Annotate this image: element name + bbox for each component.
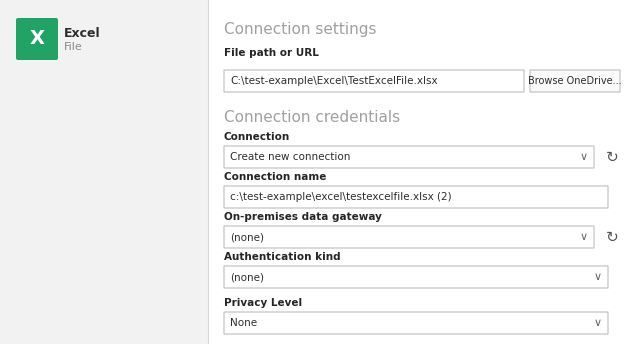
FancyBboxPatch shape — [224, 312, 608, 334]
FancyBboxPatch shape — [224, 70, 524, 92]
Text: ∨: ∨ — [580, 232, 588, 242]
Text: None: None — [230, 318, 257, 328]
Text: File path or URL: File path or URL — [224, 48, 319, 58]
FancyBboxPatch shape — [530, 70, 620, 92]
Text: Browse OneDrive...: Browse OneDrive... — [528, 76, 622, 86]
Text: ∨: ∨ — [594, 318, 602, 328]
Text: Connection: Connection — [224, 132, 290, 142]
Text: Authentication kind: Authentication kind — [224, 252, 341, 262]
Text: Privacy Level: Privacy Level — [224, 298, 302, 308]
FancyBboxPatch shape — [224, 226, 594, 248]
Text: ∨: ∨ — [580, 152, 588, 162]
Text: (none): (none) — [230, 232, 264, 242]
Text: X: X — [29, 30, 44, 49]
Text: Connection credentials: Connection credentials — [224, 110, 400, 125]
FancyBboxPatch shape — [16, 18, 58, 60]
Text: Excel: Excel — [64, 27, 100, 40]
Text: File: File — [64, 42, 83, 52]
Text: c:\test-example\excel\testexcelfile.xlsx (2): c:\test-example\excel\testexcelfile.xlsx… — [230, 192, 452, 202]
Text: On-premises data gateway: On-premises data gateway — [224, 212, 382, 222]
Text: Create new connection: Create new connection — [230, 152, 350, 162]
Text: ∨: ∨ — [594, 272, 602, 282]
FancyBboxPatch shape — [224, 266, 608, 288]
Text: Connection name: Connection name — [224, 172, 326, 182]
FancyBboxPatch shape — [224, 146, 594, 168]
Bar — [0, 0, 208, 344]
Text: ↻: ↻ — [606, 150, 618, 164]
FancyBboxPatch shape — [224, 186, 608, 208]
Text: Connection settings: Connection settings — [224, 22, 376, 37]
Text: (none): (none) — [230, 272, 264, 282]
Text: C:\test-example\Excel\TestExcelFile.xlsx: C:\test-example\Excel\TestExcelFile.xlsx — [230, 76, 437, 86]
Text: ↻: ↻ — [606, 229, 618, 245]
